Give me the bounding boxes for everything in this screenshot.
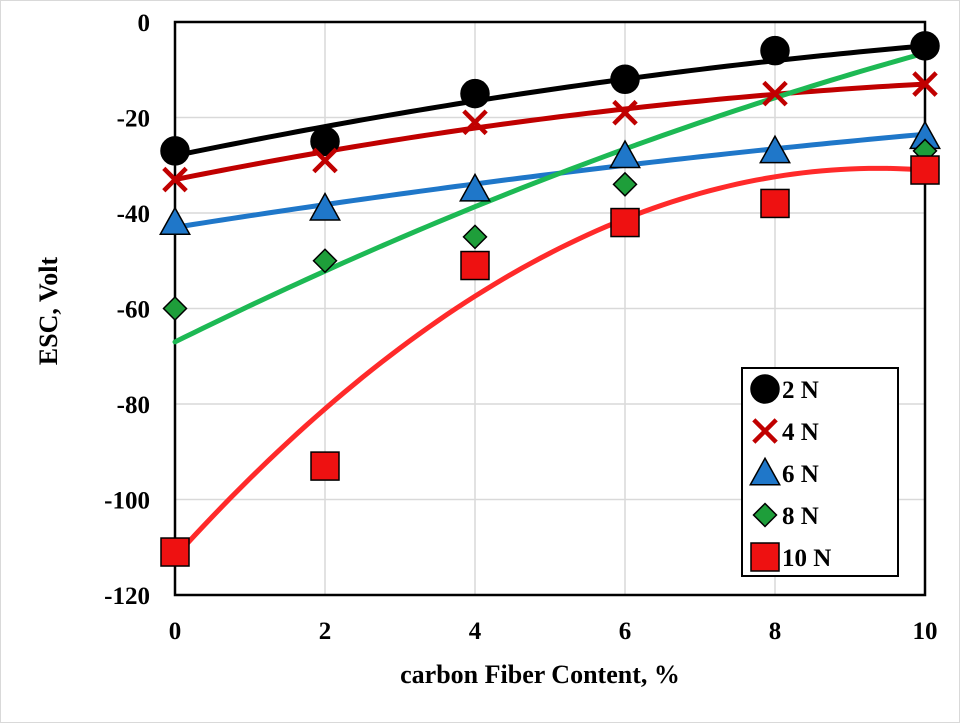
legend-label: 4 N: [782, 419, 819, 446]
data-markers: [159, 31, 941, 567]
legend-item: 6 N: [749, 456, 819, 488]
data-point: [612, 99, 638, 126]
legend-label: 2 N: [782, 377, 819, 404]
legend-label: 6 N: [782, 461, 819, 488]
data-point: [309, 191, 341, 221]
data-point: [312, 147, 338, 174]
legend-item: 10 N: [750, 542, 831, 572]
data-point: [159, 206, 191, 236]
x-tick-label: 4: [469, 618, 482, 645]
trendline-0: [172, 43, 928, 159]
y-tick-label: -100: [104, 488, 150, 515]
data-point: [612, 171, 638, 197]
y-tick-label: -80: [117, 392, 150, 419]
data-point: [762, 80, 788, 107]
data-point: [759, 134, 791, 164]
data-point: [160, 537, 190, 567]
data-point: [312, 248, 338, 274]
x-axis-ticks: 0 2 4 6 8 10: [169, 618, 938, 645]
data-point: [760, 35, 790, 66]
data-point: [609, 139, 641, 169]
y-tick-label: -120: [104, 583, 150, 610]
legend-label: 8 N: [782, 503, 819, 530]
legend-item: 8 N: [752, 502, 819, 530]
legend-marker: [750, 542, 780, 572]
trendlines: [172, 43, 928, 560]
y-tick-label: -40: [117, 201, 150, 228]
x-tick-label: 6: [619, 618, 632, 645]
data-point: [160, 136, 190, 166]
data-point: [910, 31, 940, 61]
data-point: [460, 78, 490, 109]
trendline-4: [172, 165, 928, 560]
legend-label: 10 N: [782, 545, 831, 572]
x-tick-label: 8: [769, 618, 782, 645]
legend-marker: [749, 456, 781, 486]
y-tick-label: 0: [138, 10, 151, 37]
data-point: [610, 207, 640, 238]
data-point: [162, 295, 188, 322]
y-tick-label: -60: [117, 297, 150, 324]
data-point: [912, 71, 938, 97]
data-point: [460, 250, 490, 281]
x-axis-title: carbon Fiber Content, %: [400, 660, 680, 689]
x-tick-label: 10: [913, 618, 938, 645]
data-point: [459, 172, 491, 202]
trendline-3: [172, 50, 928, 345]
y-tick-label: -20: [117, 106, 150, 133]
x-tick-label: 0: [169, 618, 182, 645]
data-point: [162, 166, 188, 193]
data-point: [310, 451, 340, 481]
y-axis-ticks: 0 -20 -40 -60 -80 -100 -120: [104, 10, 150, 610]
legend-marker: [750, 374, 780, 404]
data-point: [910, 155, 940, 185]
legend-marker: [752, 418, 778, 444]
data-point: [760, 188, 790, 219]
legend: 2 N 4 N 6 N 8 N 10 N: [741, 367, 899, 577]
data-point: [310, 126, 340, 157]
data-point: [462, 224, 488, 250]
data-point: [610, 64, 640, 95]
data-point: [462, 109, 488, 136]
legend-item: 2 N: [750, 374, 819, 404]
x-tick-label: 2: [319, 618, 332, 645]
legend-marker: [752, 502, 778, 528]
legend-item: 4 N: [752, 418, 819, 446]
y-axis-title: ESC, Volt: [34, 256, 63, 365]
